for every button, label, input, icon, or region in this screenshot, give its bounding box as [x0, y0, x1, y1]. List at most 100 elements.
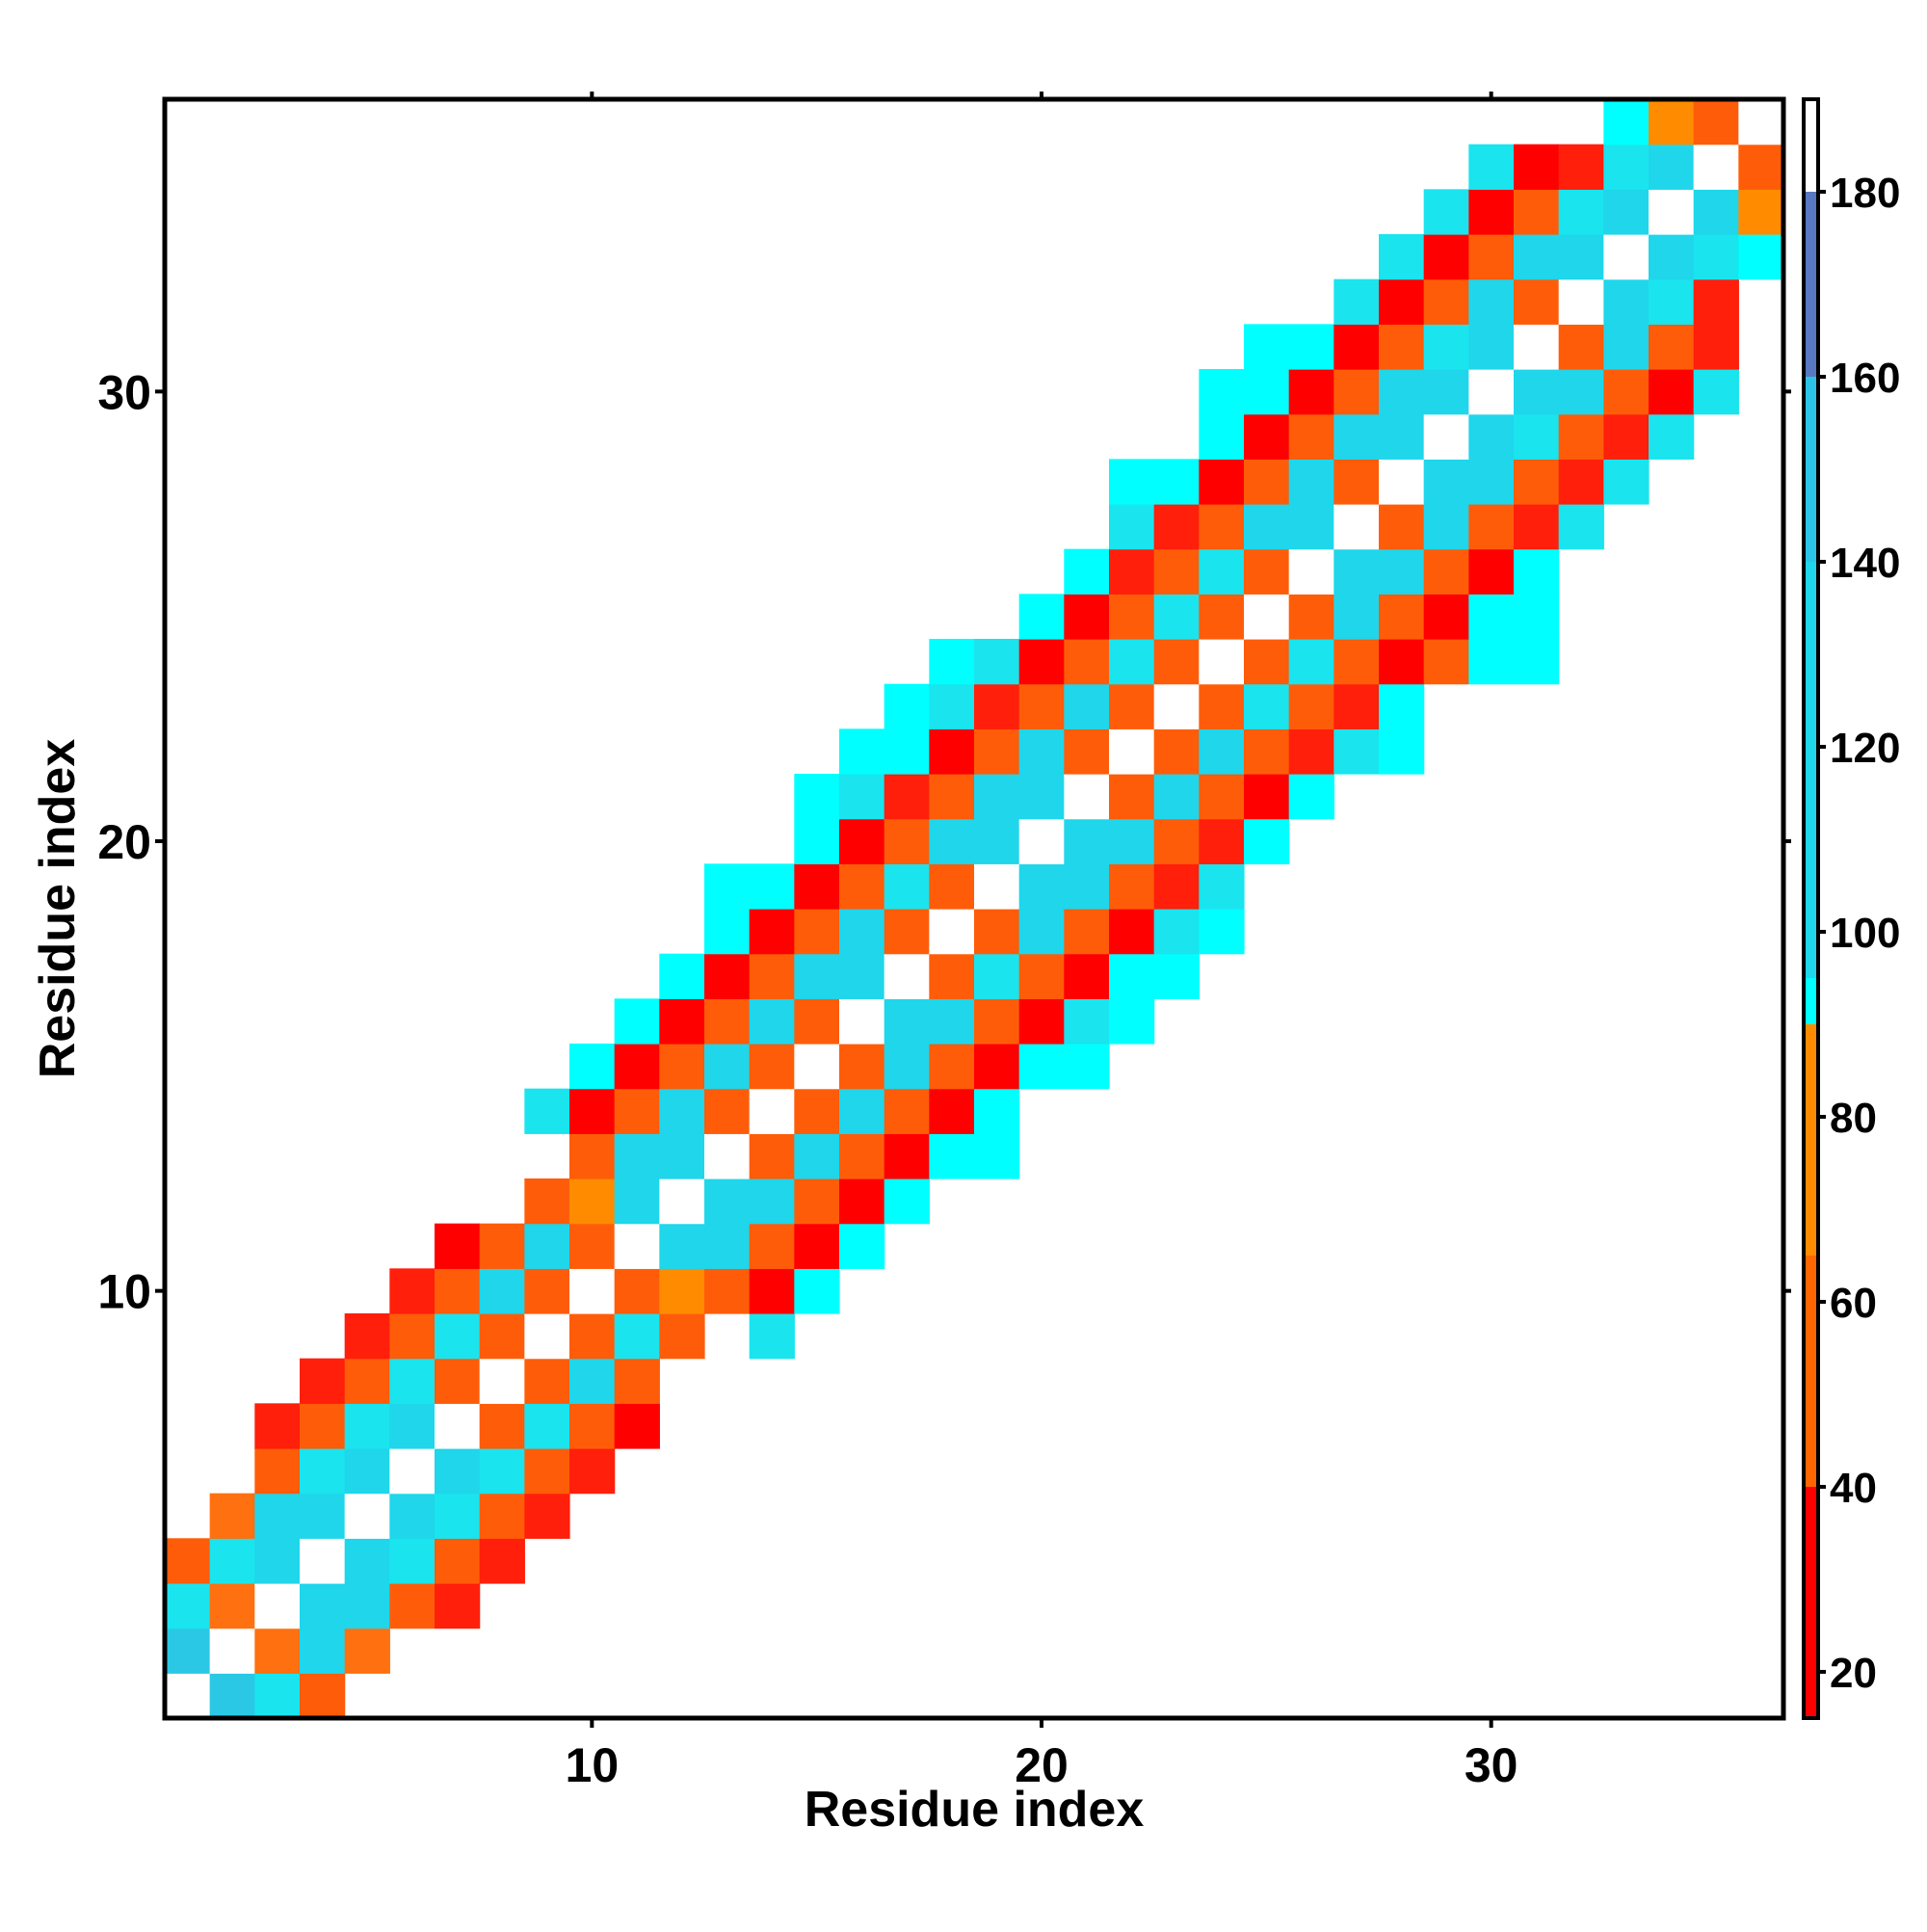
heatmap-cell — [704, 998, 751, 1045]
heatmap-cell — [1199, 594, 1245, 640]
heatmap-cell — [435, 1538, 481, 1584]
heatmap-cell — [1109, 863, 1155, 910]
heatmap-cell — [569, 1358, 616, 1404]
heatmap-cell — [1244, 639, 1290, 685]
heatmap-cell — [1199, 818, 1245, 864]
heatmap-cell — [1109, 728, 1155, 775]
heatmap-cell — [1558, 369, 1604, 415]
heatmap-cell — [884, 953, 930, 999]
heatmap-cell — [479, 1403, 525, 1449]
heatmap-cell — [1603, 413, 1650, 460]
heatmap-cell — [209, 1493, 255, 1539]
heatmap-cell — [1514, 324, 1560, 370]
y-tick-label: 20 — [97, 815, 151, 869]
heatmap-cell — [524, 1088, 570, 1134]
colorbar-segment — [1804, 1024, 1818, 1256]
heatmap-cell — [659, 953, 705, 999]
heatmap-cell — [884, 728, 930, 775]
heatmap-cell — [1693, 278, 1739, 325]
heatmap-cell — [1693, 369, 1739, 415]
heatmap-cell — [1064, 818, 1110, 864]
colorbar-tick-label: 80 — [1830, 1095, 1877, 1142]
heatmap-cell — [1109, 818, 1155, 864]
heatmap-cell — [704, 1268, 751, 1314]
heatmap-cell — [614, 1133, 660, 1179]
heatmap-cell — [929, 1133, 975, 1179]
heatmap-cell — [1468, 144, 1515, 190]
heatmap-cell — [1018, 953, 1065, 999]
heatmap-cell — [659, 1313, 705, 1360]
colorbar-tick-label: 120 — [1830, 725, 1900, 772]
heatmap-cell — [704, 909, 751, 955]
heatmap-cell — [569, 1178, 616, 1225]
heatmap-cell — [1153, 594, 1200, 640]
heatmap-cell — [165, 1628, 211, 1674]
heatmap-cell — [1153, 504, 1200, 550]
heatmap-cell — [974, 953, 1020, 999]
heatmap-cell — [1109, 639, 1155, 685]
heatmap-cell — [704, 1044, 751, 1090]
heatmap-cell — [839, 774, 885, 820]
heatmap-cell — [165, 1583, 211, 1629]
heatmap-cell — [524, 1403, 570, 1449]
heatmap-cell — [1199, 774, 1245, 820]
heatmap-cell — [1018, 998, 1065, 1045]
heatmap-cell — [1333, 683, 1380, 729]
heatmap-cell — [1333, 639, 1380, 685]
heatmap-cell — [1244, 548, 1290, 595]
heatmap-cell — [1379, 234, 1425, 280]
heatmap-cell — [839, 728, 885, 775]
heatmap-cell — [839, 1178, 885, 1225]
heatmap-cell — [1468, 594, 1515, 640]
heatmap-cell — [839, 1223, 885, 1269]
heatmap-cell — [659, 998, 705, 1045]
heatmap-cell — [435, 1268, 481, 1314]
colorbar-segment — [1804, 377, 1818, 562]
heatmap-cell — [389, 1493, 436, 1539]
heatmap-cell — [479, 1313, 525, 1360]
heatmap-cell — [479, 1223, 525, 1269]
heatmap-cell — [1423, 189, 1469, 235]
heatmap-cell — [524, 1313, 570, 1360]
heatmap-cell — [1379, 459, 1425, 505]
heatmap-cell — [929, 774, 975, 820]
heatmap-cell — [614, 1178, 660, 1225]
heatmap-cell — [1514, 278, 1560, 325]
x-axis-ticks: 10 20 30 — [566, 92, 1518, 1792]
heatmap-cell — [1379, 369, 1425, 415]
heatmap-cell — [794, 1044, 840, 1090]
heatmap-cell — [974, 818, 1020, 864]
heatmap-cell — [389, 1538, 436, 1584]
heatmap-cell — [1514, 369, 1560, 415]
heatmap-cell — [749, 1178, 795, 1225]
heatmap-cell — [1693, 324, 1739, 370]
heatmap-cell — [1109, 548, 1155, 595]
heatmap-cell — [1603, 369, 1650, 415]
heatmap-cell — [1693, 144, 1739, 190]
heatmap-cell — [1603, 278, 1650, 325]
heatmap-cell — [929, 639, 975, 685]
heatmap-cell — [1514, 144, 1560, 190]
heatmap-cell — [794, 1223, 840, 1269]
heatmap-cell — [614, 1358, 660, 1404]
heatmap-cell — [479, 1358, 525, 1404]
colorbar-tick-label: 140 — [1830, 540, 1900, 587]
heatmap-cell — [1153, 683, 1200, 729]
colorbar-segment — [1804, 562, 1818, 978]
heatmap-cell — [524, 1448, 570, 1495]
heatmap-cell — [1423, 369, 1469, 415]
heatmap-cell — [1468, 413, 1515, 460]
heatmap-cell — [1109, 998, 1155, 1045]
heatmap-cell — [1333, 369, 1380, 415]
heatmap-cell — [614, 1313, 660, 1360]
heatmap-cell — [435, 1493, 481, 1539]
heatmap-cell — [389, 1358, 436, 1404]
heatmap-cell — [300, 1358, 346, 1404]
heatmap-cell — [974, 1044, 1020, 1090]
heatmap-cell — [1244, 683, 1290, 729]
heatmap-cell — [1603, 189, 1650, 235]
heatmap-cell — [1558, 413, 1604, 460]
heatmap-cell — [659, 1223, 705, 1269]
heatmap-cell — [1018, 594, 1065, 640]
heatmap-cell — [1333, 278, 1380, 325]
